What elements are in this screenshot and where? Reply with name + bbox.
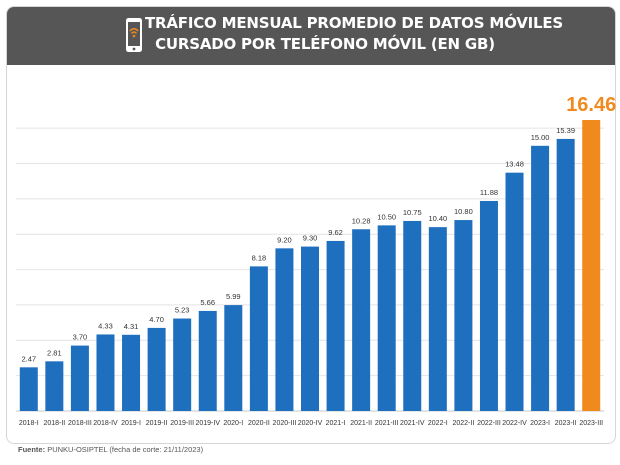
- bar-2020-III: [275, 248, 294, 411]
- bar-2023-II: [556, 138, 575, 412]
- data-label-2022-II: 10.80: [454, 207, 473, 216]
- x-tick-label-2020-III: 2020-III: [273, 420, 297, 427]
- bar-2023-I: [531, 145, 550, 411]
- x-tick-label-2022-II: 2022-II: [452, 420, 474, 427]
- x-tick-label-2018-I: 2018-I: [19, 420, 39, 427]
- bar-2021-I: [326, 240, 345, 411]
- data-label-2018-II: 2.81: [47, 348, 62, 357]
- x-tick-label-2022-III: 2022-III: [477, 420, 501, 427]
- x-tick-label-2020-IV: 2020-IV: [298, 420, 323, 427]
- data-label-2022-III: 11.88: [480, 188, 498, 197]
- x-tick-label-2018-IV: 2018-IV: [93, 420, 118, 427]
- x-tick-label-2018-II: 2018-II: [43, 420, 65, 427]
- source-note: Fuente: PUNKU-OSIPTEL (fecha de corte: 2…: [18, 445, 203, 454]
- bar-2018-II: [45, 361, 64, 411]
- bar-2020-II: [249, 266, 268, 411]
- x-tick-label-2023-II: 2023-II: [555, 420, 577, 427]
- data-label-2021-III: 10.50: [377, 212, 396, 221]
- data-label-2022-I: 10.40: [428, 214, 447, 223]
- bar-2021-III: [377, 225, 396, 411]
- x-tick-label-2018-III: 2018-III: [68, 420, 92, 427]
- x-tick-label-2019-II: 2019-II: [146, 420, 168, 427]
- bar-2020-IV: [301, 246, 319, 411]
- bar-2022-II: [454, 220, 473, 411]
- x-tick-label-2019-IV: 2019-IV: [195, 420, 220, 427]
- bar-2020-I: [224, 305, 243, 411]
- bar-2019-IV: [198, 310, 217, 411]
- x-tick-label-2021-II: 2021-II: [350, 420, 372, 427]
- smartphone-wifi-icon: [126, 18, 142, 52]
- x-tick-label-2021-III: 2021-III: [375, 420, 399, 427]
- x-tick-label-2019-I: 2019-I: [121, 420, 141, 427]
- x-tick-label-2022-I: 2022-I: [428, 420, 448, 427]
- bar-2019-III: [173, 318, 192, 411]
- data-label-2021-IV: 10.75: [403, 208, 422, 217]
- data-label-2021-II: 10.28: [352, 216, 371, 225]
- bar-2021-II: [352, 229, 371, 411]
- chart-title-line-2: CURSADO POR TELÉFONO MÓVIL (EN GB): [155, 35, 495, 53]
- chart-title: TRÁFICO MENSUAL PROMEDIO DE DATOS MÓVILE…: [145, 13, 564, 55]
- x-tick-label-2021-I: 2021-I: [326, 420, 346, 427]
- data-label-2018-I: 2.47: [21, 354, 36, 363]
- chart-header: TRÁFICO MENSUAL PROMEDIO DE DATOS MÓVILE…: [7, 7, 615, 65]
- data-label-2023-III: 16.46: [566, 94, 616, 116]
- x-tick-label-2020-I: 2020-I: [223, 420, 243, 427]
- bar-2022-I: [428, 227, 447, 411]
- data-label-2020-I: 5.99: [226, 292, 241, 301]
- bar-2018-IV: [96, 334, 115, 411]
- x-tick-label-2023-I: 2023-I: [530, 420, 550, 427]
- chart-title-line-1: TRÁFICO MENSUAL PROMEDIO DE DATOS MÓVILE…: [145, 14, 564, 32]
- x-tick-label-2023-III: 2023-III: [579, 420, 603, 427]
- data-label-2018-IV: 4.33: [98, 321, 113, 330]
- data-label-2018-III: 3.70: [73, 333, 88, 342]
- data-label-2020-IV: 9.30: [303, 234, 318, 243]
- x-tick-label-2021-IV: 2021-IV: [400, 420, 425, 427]
- bar-2019-II: [147, 327, 166, 411]
- source-label: Fuente:: [18, 445, 46, 454]
- data-label-2022-IV: 13.48: [505, 160, 524, 169]
- bar-2022-IV: [505, 172, 524, 411]
- bar-2018-III: [70, 345, 89, 411]
- bar-2023-III: [582, 120, 601, 411]
- x-tick-label-2022-IV: 2022-IV: [502, 420, 527, 427]
- x-tick-label-2020-II: 2020-II: [248, 420, 270, 427]
- data-label-2023-I: 15.00: [531, 133, 550, 142]
- bar-2018-I: [19, 367, 38, 411]
- bar-2021-IV: [403, 220, 422, 411]
- data-label-2019-IV: 5.66: [200, 298, 215, 307]
- data-label-2023-II: 15.39: [556, 126, 575, 135]
- source-text: PUNKU-OSIPTEL (fecha de corte: 21/11/202…: [47, 445, 204, 454]
- bar-2019-I: [122, 334, 141, 411]
- data-label-2020-II: 8.18: [252, 253, 267, 262]
- data-label-2019-II: 4.70: [149, 315, 164, 324]
- data-label-2021-I: 9.62: [328, 228, 343, 237]
- bar-2022-III: [479, 200, 498, 411]
- data-label-2020-III: 9.20: [277, 235, 292, 244]
- data-label-2019-III: 5.23: [175, 306, 190, 315]
- x-tick-label-2019-III: 2019-III: [170, 420, 194, 427]
- data-label-2019-I: 4.31: [124, 322, 139, 331]
